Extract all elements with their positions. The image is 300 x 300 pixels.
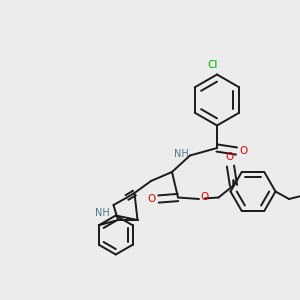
Text: Cl: Cl <box>207 60 218 70</box>
Text: O: O <box>225 152 233 161</box>
Text: O: O <box>200 193 209 202</box>
Text: NH: NH <box>95 208 110 218</box>
Text: O: O <box>239 146 248 156</box>
Text: O: O <box>147 194 155 204</box>
Text: NH: NH <box>174 149 188 159</box>
